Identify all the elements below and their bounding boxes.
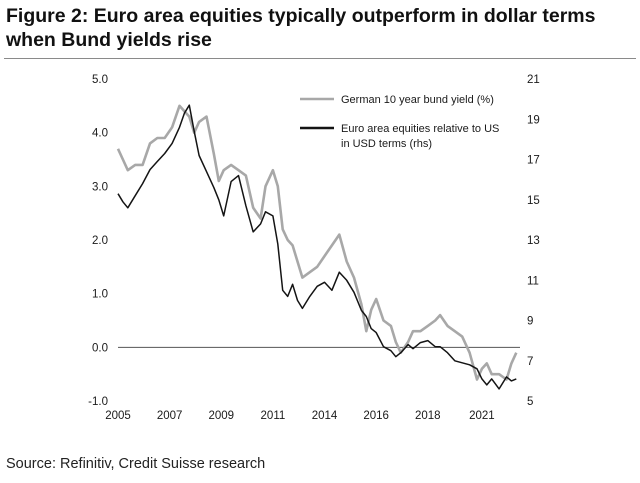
left-tick-label: 5.0	[92, 74, 108, 86]
left-tick-label: 1.0	[92, 289, 108, 301]
left-tick-label: 2.0	[92, 235, 108, 247]
right-tick-label: 19	[527, 114, 540, 126]
legend-label-bund-yield: German 10 year bund yield (%)	[341, 94, 494, 106]
figure-title: Figure 2: Euro area equities typically o…	[6, 5, 596, 51]
x-axis-ticks: 2005 2007 2009 2011 2014 2016 2018 2021	[105, 410, 494, 422]
left-tick-label: 4.0	[92, 128, 108, 140]
x-tick-label: 2014	[312, 410, 338, 422]
left-tick-label: 3.0	[92, 181, 108, 193]
left-axis-ticks: 5.0 4.0 3.0 2.0 1.0 0.0 -1.0	[88, 74, 108, 408]
x-tick-label: 2011	[261, 410, 286, 422]
x-tick-label: 2005	[105, 410, 131, 422]
x-tick-label: 2016	[363, 410, 389, 422]
right-tick-label: 9	[527, 316, 533, 328]
right-tick-label: 7	[527, 356, 533, 368]
x-tick-label: 2007	[157, 410, 183, 422]
series-line-equities	[117, 104, 517, 390]
right-tick-label: 11	[527, 275, 539, 287]
right-tick-label: 21	[527, 74, 540, 86]
legend-label-equities: Euro area equities relative to US in USD…	[341, 123, 502, 150]
series-line-bund-yield	[116, 104, 518, 381]
right-tick-label: 13	[527, 235, 540, 247]
title-divider	[4, 58, 636, 59]
left-tick-label: -1.0	[88, 396, 108, 408]
right-axis-ticks: 21 19 17 15 13 11 9 7 5	[527, 74, 540, 408]
series-layer	[116, 104, 518, 390]
x-tick-label: 2009	[208, 410, 234, 422]
x-tick-label: 2018	[415, 410, 441, 422]
right-tick-label: 15	[527, 195, 540, 207]
legend-label-equities-line2: in USD terms (rhs)	[341, 138, 432, 150]
legend-label-equities-line1: Euro area equities relative to US	[341, 123, 499, 135]
right-tick-label: 17	[527, 155, 540, 167]
left-tick-label: 0.0	[92, 342, 108, 354]
line-chart: 5.0 4.0 3.0 2.0 1.0 0.0 -1.0 21 19 17 15 13 11 9 7 5 2…	[88, 74, 540, 422]
source-note: Source: Refinitiv, Credit Suisse researc…	[6, 456, 266, 472]
legend: German 10 year bund yield (%) Euro area …	[300, 94, 502, 150]
right-tick-label: 5	[527, 396, 533, 408]
x-tick-label: 2021	[469, 410, 495, 422]
